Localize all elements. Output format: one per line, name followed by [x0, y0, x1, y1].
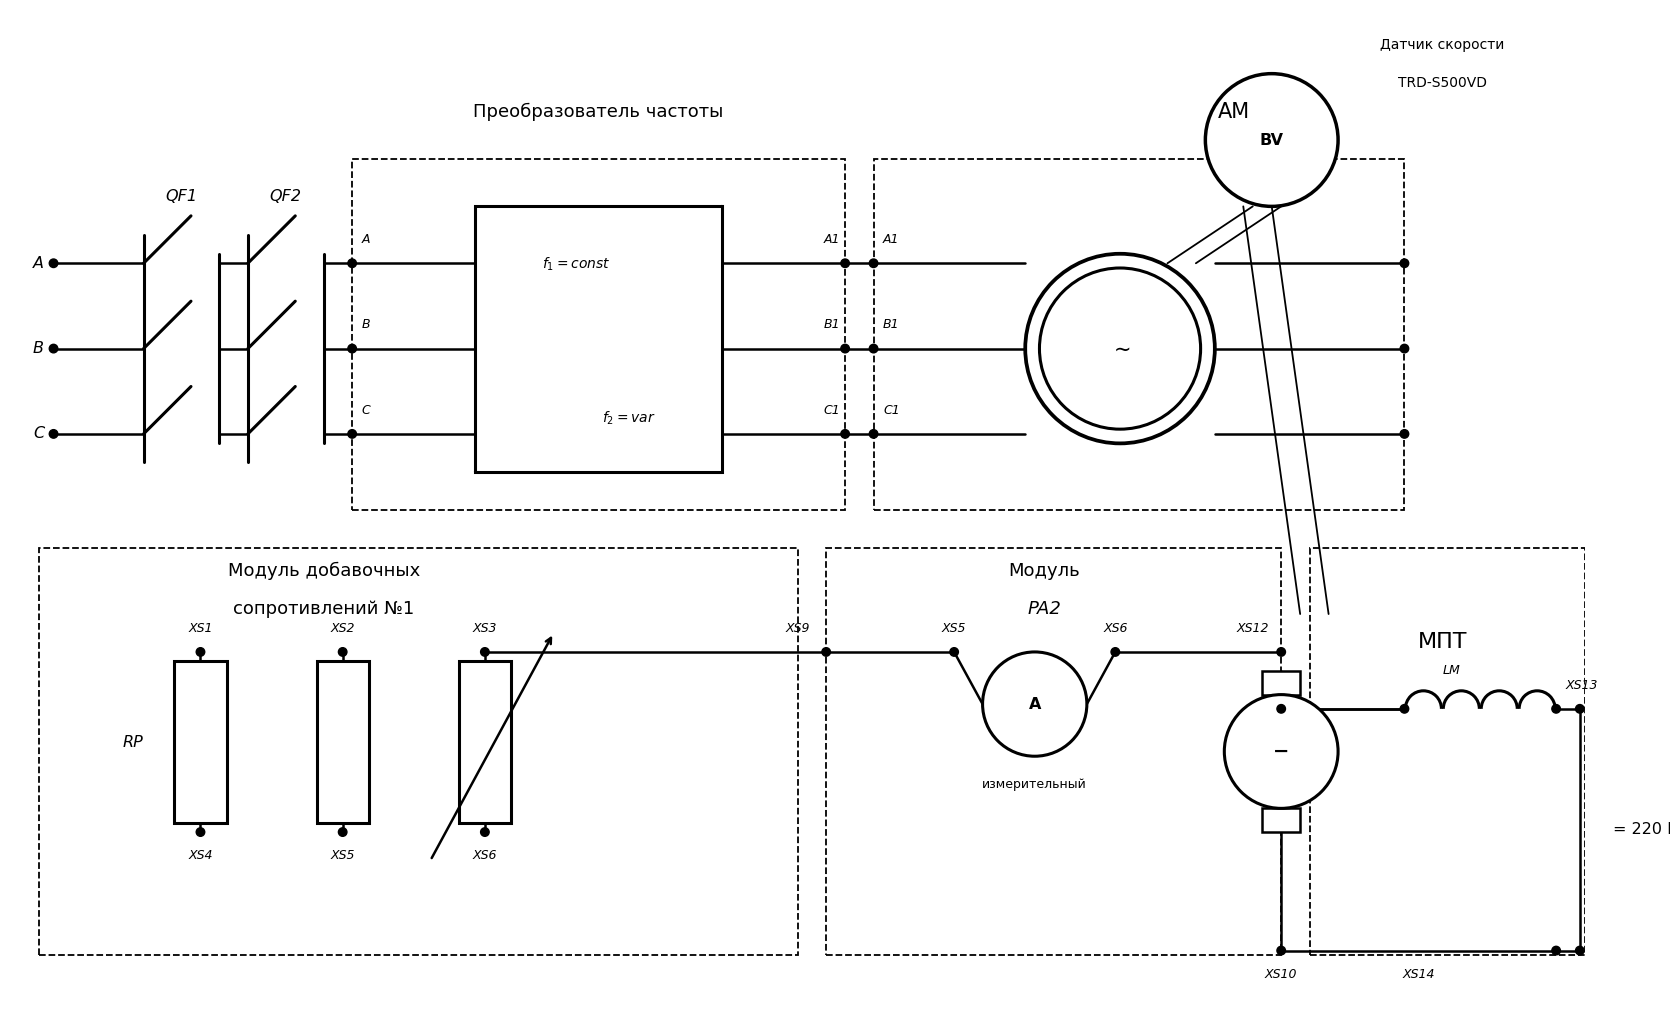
Bar — [1309, 547, 1585, 955]
Bar — [873, 159, 1404, 510]
Circle shape — [842, 344, 850, 352]
Circle shape — [842, 259, 850, 268]
Circle shape — [347, 259, 356, 268]
Text: Преобразователь частоты: Преобразователь частоты — [474, 102, 723, 121]
Text: сопротивлений №1: сопротивлений №1 — [234, 600, 414, 618]
Circle shape — [347, 344, 356, 352]
Bar — [1263, 671, 1301, 695]
Text: LM: LM — [1443, 665, 1461, 678]
Text: A1: A1 — [883, 233, 900, 246]
Circle shape — [48, 344, 58, 352]
Bar — [476, 206, 721, 472]
Circle shape — [1575, 946, 1585, 954]
Text: $f_1 = const$: $f_1 = const$ — [543, 257, 611, 274]
Circle shape — [1224, 695, 1338, 808]
Text: МПТ: МПТ — [1418, 632, 1468, 652]
Circle shape — [1278, 705, 1286, 713]
Text: A1: A1 — [823, 233, 840, 246]
Bar — [1263, 808, 1301, 832]
Text: XS9: XS9 — [785, 622, 810, 634]
Text: XS5: XS5 — [331, 849, 356, 863]
Text: BV: BV — [1259, 132, 1284, 147]
Circle shape — [339, 647, 347, 656]
Circle shape — [347, 429, 356, 438]
Text: $f_2 = var$: $f_2 = var$ — [601, 410, 655, 427]
Bar — [459, 662, 511, 822]
Circle shape — [481, 647, 489, 656]
Text: XS13: XS13 — [1565, 679, 1598, 692]
Bar — [317, 662, 369, 822]
Text: C1: C1 — [883, 404, 900, 417]
Text: Датчик скорости: Датчик скорости — [1379, 38, 1505, 53]
Circle shape — [870, 429, 878, 438]
Text: XS6: XS6 — [1104, 622, 1127, 634]
Circle shape — [48, 429, 58, 438]
Circle shape — [339, 828, 347, 836]
Text: XS6: XS6 — [473, 849, 498, 863]
Circle shape — [982, 651, 1087, 756]
Text: QF2: QF2 — [271, 190, 302, 204]
Circle shape — [950, 647, 959, 656]
Circle shape — [1399, 705, 1409, 713]
Text: C1: C1 — [823, 404, 840, 417]
Text: C: C — [362, 404, 371, 417]
Circle shape — [1399, 259, 1409, 268]
Text: XS10: XS10 — [1264, 968, 1298, 981]
Text: AM: AM — [1217, 102, 1249, 121]
Text: A: A — [362, 233, 371, 246]
Circle shape — [1575, 705, 1585, 713]
Circle shape — [842, 429, 850, 438]
Text: A: A — [1029, 697, 1040, 712]
Text: XS12: XS12 — [1236, 622, 1269, 634]
Circle shape — [1399, 429, 1409, 438]
Text: TRD-S500VD: TRD-S500VD — [1398, 76, 1486, 90]
Circle shape — [1111, 647, 1119, 656]
Circle shape — [1206, 74, 1338, 206]
Text: XS1: XS1 — [189, 622, 212, 634]
Text: XS3: XS3 — [473, 622, 498, 634]
Text: Модуль добавочных: Модуль добавочных — [227, 563, 419, 581]
Text: XS14: XS14 — [1403, 968, 1435, 981]
Circle shape — [1278, 946, 1286, 954]
Text: Модуль: Модуль — [1009, 563, 1080, 581]
Text: $\sim$: $\sim$ — [1109, 338, 1131, 359]
Circle shape — [1551, 946, 1560, 954]
Circle shape — [870, 259, 878, 268]
Circle shape — [195, 828, 205, 836]
Text: B1: B1 — [883, 318, 900, 331]
Bar — [827, 547, 1281, 955]
Circle shape — [195, 647, 205, 656]
Circle shape — [870, 344, 878, 352]
Text: A: A — [33, 256, 43, 271]
Text: XS4: XS4 — [189, 849, 212, 863]
Circle shape — [1551, 705, 1560, 713]
Circle shape — [481, 828, 489, 836]
Text: −: − — [1273, 742, 1289, 761]
Text: PA2: PA2 — [1027, 600, 1060, 618]
Text: B: B — [33, 341, 43, 357]
Circle shape — [822, 647, 830, 656]
Text: измерительный: измерительный — [982, 778, 1087, 791]
Circle shape — [1278, 647, 1286, 656]
Circle shape — [1399, 344, 1409, 352]
Text: B1: B1 — [823, 318, 840, 331]
Text: B: B — [362, 318, 371, 331]
Bar — [40, 547, 798, 955]
Text: XS2: XS2 — [331, 622, 356, 634]
Bar — [352, 159, 845, 510]
Circle shape — [48, 259, 58, 268]
Text: XS5: XS5 — [942, 622, 967, 634]
Bar — [174, 662, 227, 822]
Text: = 220 В: = 220 В — [1613, 822, 1670, 837]
Circle shape — [1039, 268, 1201, 429]
Text: C: C — [33, 426, 43, 441]
Text: RP: RP — [124, 734, 144, 749]
Text: QF1: QF1 — [165, 190, 197, 204]
